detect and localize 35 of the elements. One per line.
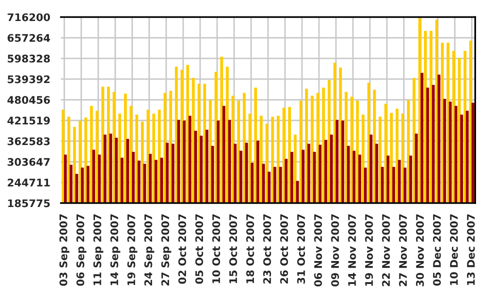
x-tick-label: 03 Sep 2007 [59, 214, 70, 286]
y-tick-label: 598328 [8, 54, 50, 63]
x-tick-label: 24 Sep 2007 [144, 214, 154, 286]
x-tick-label: 05 Oct 2007 [195, 214, 204, 284]
x-tick-label: 27 Sep 2007 [161, 214, 172, 286]
x-tick-label: 18 Oct 2007 [246, 214, 254, 284]
x-tick-label: 05 Dec 2007 [432, 214, 441, 286]
x-tick-label: 06 Nov 2007 [314, 214, 322, 286]
x-tick-label: 10 Dec 2007 [450, 214, 458, 285]
x-tick-label: 30 Nov 2007 [416, 214, 424, 286]
y-tick-label: 362583 [8, 137, 50, 146]
y-tick-label: 244711 [8, 178, 50, 186]
x-tick-label: 14 Sep 2007 [110, 214, 120, 286]
x-tick-label: 02 Oct 2007 [178, 214, 186, 284]
y-tick-label: 303647 [8, 158, 50, 166]
y-tick-label: 657264 [8, 34, 50, 42]
y-tick-label: 539392 [8, 75, 50, 84]
y-tick-label: 185775 [8, 199, 50, 208]
x-tick-label: 23 Oct 2007 [263, 214, 272, 284]
x-tick-label: 06 Sep 2007 [76, 214, 86, 286]
x-tick-label: 19 Sep 2007 [127, 214, 138, 286]
y-tick-label: 480456 [7, 96, 50, 104]
x-tick-label: 09 Nov 2007 [331, 214, 339, 286]
x-tick-label: 26 Oct 2007 [280, 214, 288, 284]
x-tick-label: 13 Dec 2007 [466, 214, 475, 285]
y-tick-label: 716200 [8, 13, 50, 22]
x-tick-label: 11 Sep 2007 [93, 214, 104, 286]
x-tick-label: 14 Nov 2007 [348, 214, 356, 286]
x-tick-label: 31 Oct 2007 [297, 214, 306, 284]
x-tick-label: 19 Nov 2007 [365, 214, 373, 286]
y-tick-label: 421519 [7, 116, 50, 125]
x-tick-label: 27 Nov 2007 [399, 214, 407, 286]
x-tick-label: 10 Oct 2007 [212, 214, 220, 284]
x-tick-label: 22 Nov 2007 [382, 214, 390, 286]
x-tick-label: 15 Oct 2007 [229, 214, 238, 284]
